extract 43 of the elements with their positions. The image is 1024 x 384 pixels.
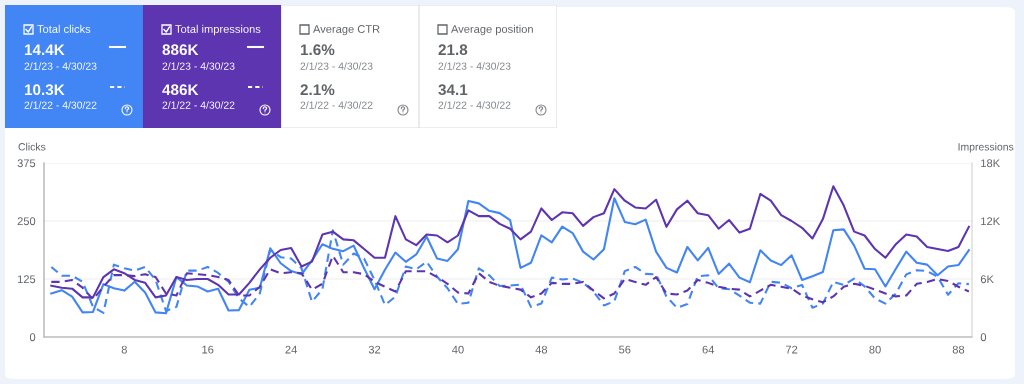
text: Average position (451, 24, 533, 36)
text: 2/1/22 - 4/30/22 (24, 101, 97, 109)
y2-tick-label: 6K (980, 275, 994, 284)
x-tick-label: 8 (121, 345, 127, 354)
y2-tick-label: 18K (981, 159, 1000, 168)
x-tick-label: 88 (952, 345, 965, 354)
x-tick-label: 16 (202, 345, 214, 354)
text: 2/1/23 - 4/30/23 (438, 62, 511, 70)
line-series (50, 197, 970, 315)
text: 1.6% (300, 44, 335, 56)
text: 486K (162, 84, 199, 96)
y-tick-label: 125 (17, 275, 36, 284)
text: 21.8 (438, 44, 468, 56)
y2-axis-title: Impressions (958, 142, 1014, 153)
x-tick-label: 24 (285, 345, 297, 354)
y2-tick-label: 12K (981, 217, 1000, 226)
y-tick-label: 375 (17, 159, 36, 168)
text: 34.1 (438, 84, 468, 96)
text: 886K (162, 44, 199, 56)
y-tick-label: 0 (29, 333, 36, 342)
x-tick-label: 72 (786, 345, 798, 354)
y-tick-label: 250 (17, 217, 36, 226)
text: 2/1/22 - 4/30/22 (300, 101, 373, 109)
y2-tick-label: 0 (980, 333, 987, 342)
text: 2/1/22 - 4/30/22 (438, 101, 511, 109)
x-tick-label: 32 (368, 345, 381, 354)
text: 14.4K (24, 44, 65, 55)
text: 2.1% (300, 84, 335, 96)
text: 2/1/23 - 4/30/23 (24, 62, 97, 70)
text: 2/1/23 - 4/30/23 (300, 62, 373, 70)
line-series (50, 185, 970, 299)
text: Total clicks (37, 24, 91, 33)
x-tick-label: 40 (452, 345, 464, 354)
text: 10.3K (24, 84, 65, 96)
text: Average CTR (313, 25, 380, 36)
text: 2/1/22 - 4/30/22 (162, 101, 235, 109)
y-axis-title: Clicks (18, 142, 46, 151)
x-tick-label: 64 (702, 345, 715, 354)
text: Total impressions (175, 24, 261, 36)
x-tick-label: 80 (869, 345, 881, 354)
text: 2/1/23 - 4/30/23 (162, 62, 235, 70)
x-tick-label: 56 (619, 345, 631, 354)
x-tick-label: 48 (535, 345, 548, 354)
